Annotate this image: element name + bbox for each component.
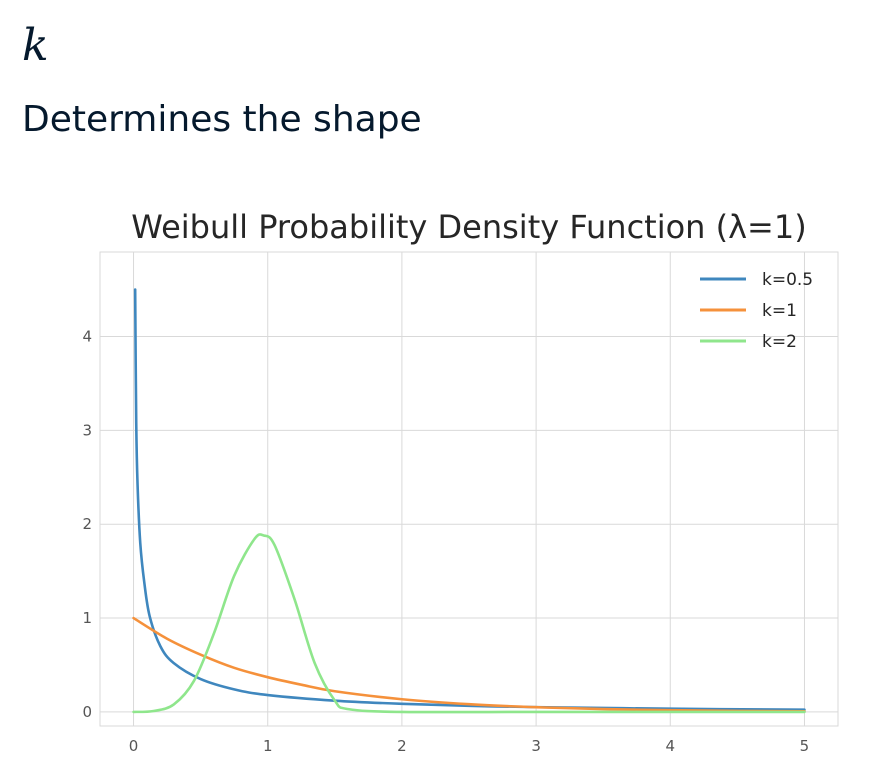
legend-label: k=0.5 xyxy=(762,270,813,290)
parameter-description: Determines the shape xyxy=(22,99,422,140)
weibull-pdf-chart: Weibull Probability Density Function (λ=… xyxy=(82,208,839,755)
legend-label: k=2 xyxy=(762,332,797,352)
legend-label: k=1 xyxy=(762,301,797,321)
chart-legend: k=0.5 k=1 k=2 xyxy=(700,270,813,352)
y-tick-label: 2 xyxy=(82,515,92,533)
x-tick-label: 0 xyxy=(129,737,139,755)
x-tick-label: 2 xyxy=(397,737,407,755)
series-line-k-0-5 xyxy=(133,288,806,711)
plot-frame xyxy=(99,251,839,727)
x-tick-label: 3 xyxy=(531,737,541,755)
x-tick-label: 4 xyxy=(665,737,675,755)
chart-ticks: 0 1 2 3 4 5 0 1 2 3 4 xyxy=(82,327,809,755)
x-tick-label: 5 xyxy=(800,737,810,755)
series-line-k-1 xyxy=(132,616,806,713)
y-tick-label: 4 xyxy=(82,327,92,345)
chart-series xyxy=(132,288,806,714)
parameter-symbol: k xyxy=(22,20,49,71)
chart-title: Weibull Probability Density Function (λ=… xyxy=(131,208,806,246)
chart-grid xyxy=(100,252,838,726)
y-tick-label: 3 xyxy=(82,421,92,439)
x-tick-label: 1 xyxy=(263,737,273,755)
y-tick-label: 0 xyxy=(82,703,92,721)
y-tick-label: 1 xyxy=(82,609,92,627)
series-line-k-2 xyxy=(132,533,806,714)
